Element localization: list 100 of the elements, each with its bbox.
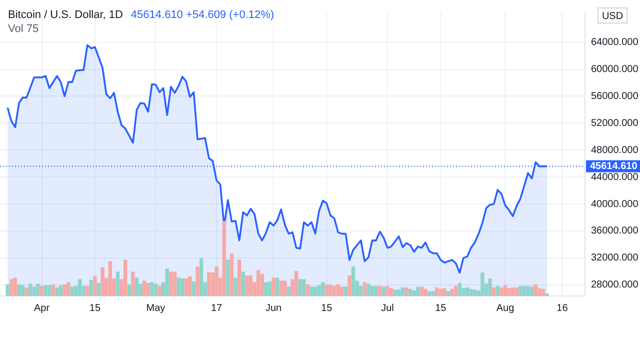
bar (226, 260, 230, 296)
bar (317, 285, 321, 296)
x-tick-label: Jun (265, 302, 282, 314)
bar (324, 284, 329, 296)
bar (222, 221, 226, 296)
bar (20, 285, 25, 296)
bar (514, 287, 518, 296)
bar (404, 287, 408, 296)
bar (196, 266, 200, 296)
bar (503, 285, 508, 296)
bar (55, 287, 59, 296)
bar (496, 286, 500, 296)
bar (351, 266, 356, 296)
x-tick-label: 15 (89, 302, 101, 314)
bar (48, 285, 52, 296)
bar (386, 286, 390, 296)
bar (492, 287, 496, 296)
y-tick-label: 32000.000 (591, 252, 639, 264)
y-tick-label: 28000.000 (591, 280, 639, 291)
bar (150, 282, 154, 296)
bar (530, 286, 534, 296)
bar (302, 279, 306, 296)
bar (370, 286, 374, 296)
bar (172, 272, 177, 296)
x-tick-label: 15 (435, 302, 447, 314)
y-tick-label: 40000.000 (591, 198, 639, 210)
bar (427, 291, 432, 296)
bar (100, 267, 104, 296)
bar (465, 287, 470, 296)
bar (51, 284, 56, 296)
bar (450, 288, 454, 296)
bar (458, 282, 462, 296)
bar (393, 290, 397, 296)
bar (24, 287, 28, 296)
bar (176, 278, 180, 296)
bar (306, 284, 310, 296)
bar (268, 281, 272, 296)
bar (378, 286, 382, 296)
bar (66, 282, 70, 296)
bar (184, 278, 188, 296)
bar (89, 280, 93, 296)
bar (13, 278, 18, 296)
y-tick-label: 36000.000 (591, 226, 639, 237)
bar (541, 288, 546, 296)
bar (332, 286, 336, 296)
bar (78, 279, 82, 296)
bar (545, 293, 549, 296)
bar (446, 291, 450, 296)
bar (241, 272, 245, 296)
bar (510, 287, 515, 296)
bar (488, 278, 492, 296)
bar (248, 275, 253, 296)
x-tick-label: May (146, 302, 166, 314)
bar (310, 286, 314, 296)
bar (36, 284, 40, 296)
bar (431, 291, 435, 296)
bar (6, 284, 10, 296)
bar (336, 284, 340, 296)
bar (188, 276, 192, 296)
y-tick-label: 52000.000 (591, 118, 639, 129)
bar (96, 282, 101, 296)
y-tick-label: 48000.000 (591, 144, 639, 156)
y-tick-label: 56000.000 (591, 90, 639, 102)
bar (237, 260, 242, 296)
bar (408, 288, 412, 296)
bar (397, 290, 401, 296)
bar (534, 284, 538, 296)
bar (169, 272, 173, 296)
bar (165, 268, 169, 296)
y-tick-label: 64000.000 (591, 37, 639, 48)
bar (93, 276, 97, 296)
ref-line-label: 45614.610 (590, 160, 638, 172)
bar (40, 286, 44, 296)
bar (283, 280, 287, 296)
bar (286, 286, 291, 296)
bar (180, 278, 184, 296)
bar (245, 275, 249, 296)
bar (400, 287, 404, 296)
bar (366, 284, 370, 296)
y-tick-label: 60000.000 (591, 64, 639, 76)
bar (298, 279, 302, 296)
bar (480, 272, 484, 296)
chart-title: Bitcoin / U.S. Dollar, 1D (8, 9, 123, 22)
bar (154, 284, 158, 296)
x-tick-label: 16 (556, 302, 568, 314)
bar (424, 288, 428, 296)
bar (200, 258, 204, 296)
bar (321, 282, 325, 296)
bar (70, 286, 74, 296)
bar (62, 284, 66, 296)
bar (344, 286, 348, 296)
annotation: Vol 75 (8, 23, 39, 36)
x-tick-label: 17 (210, 302, 223, 314)
bar (108, 261, 112, 296)
bar (279, 280, 283, 296)
bar (382, 286, 386, 296)
bar (340, 286, 344, 296)
bar (146, 282, 150, 296)
bar (158, 286, 162, 296)
bar (264, 282, 268, 296)
